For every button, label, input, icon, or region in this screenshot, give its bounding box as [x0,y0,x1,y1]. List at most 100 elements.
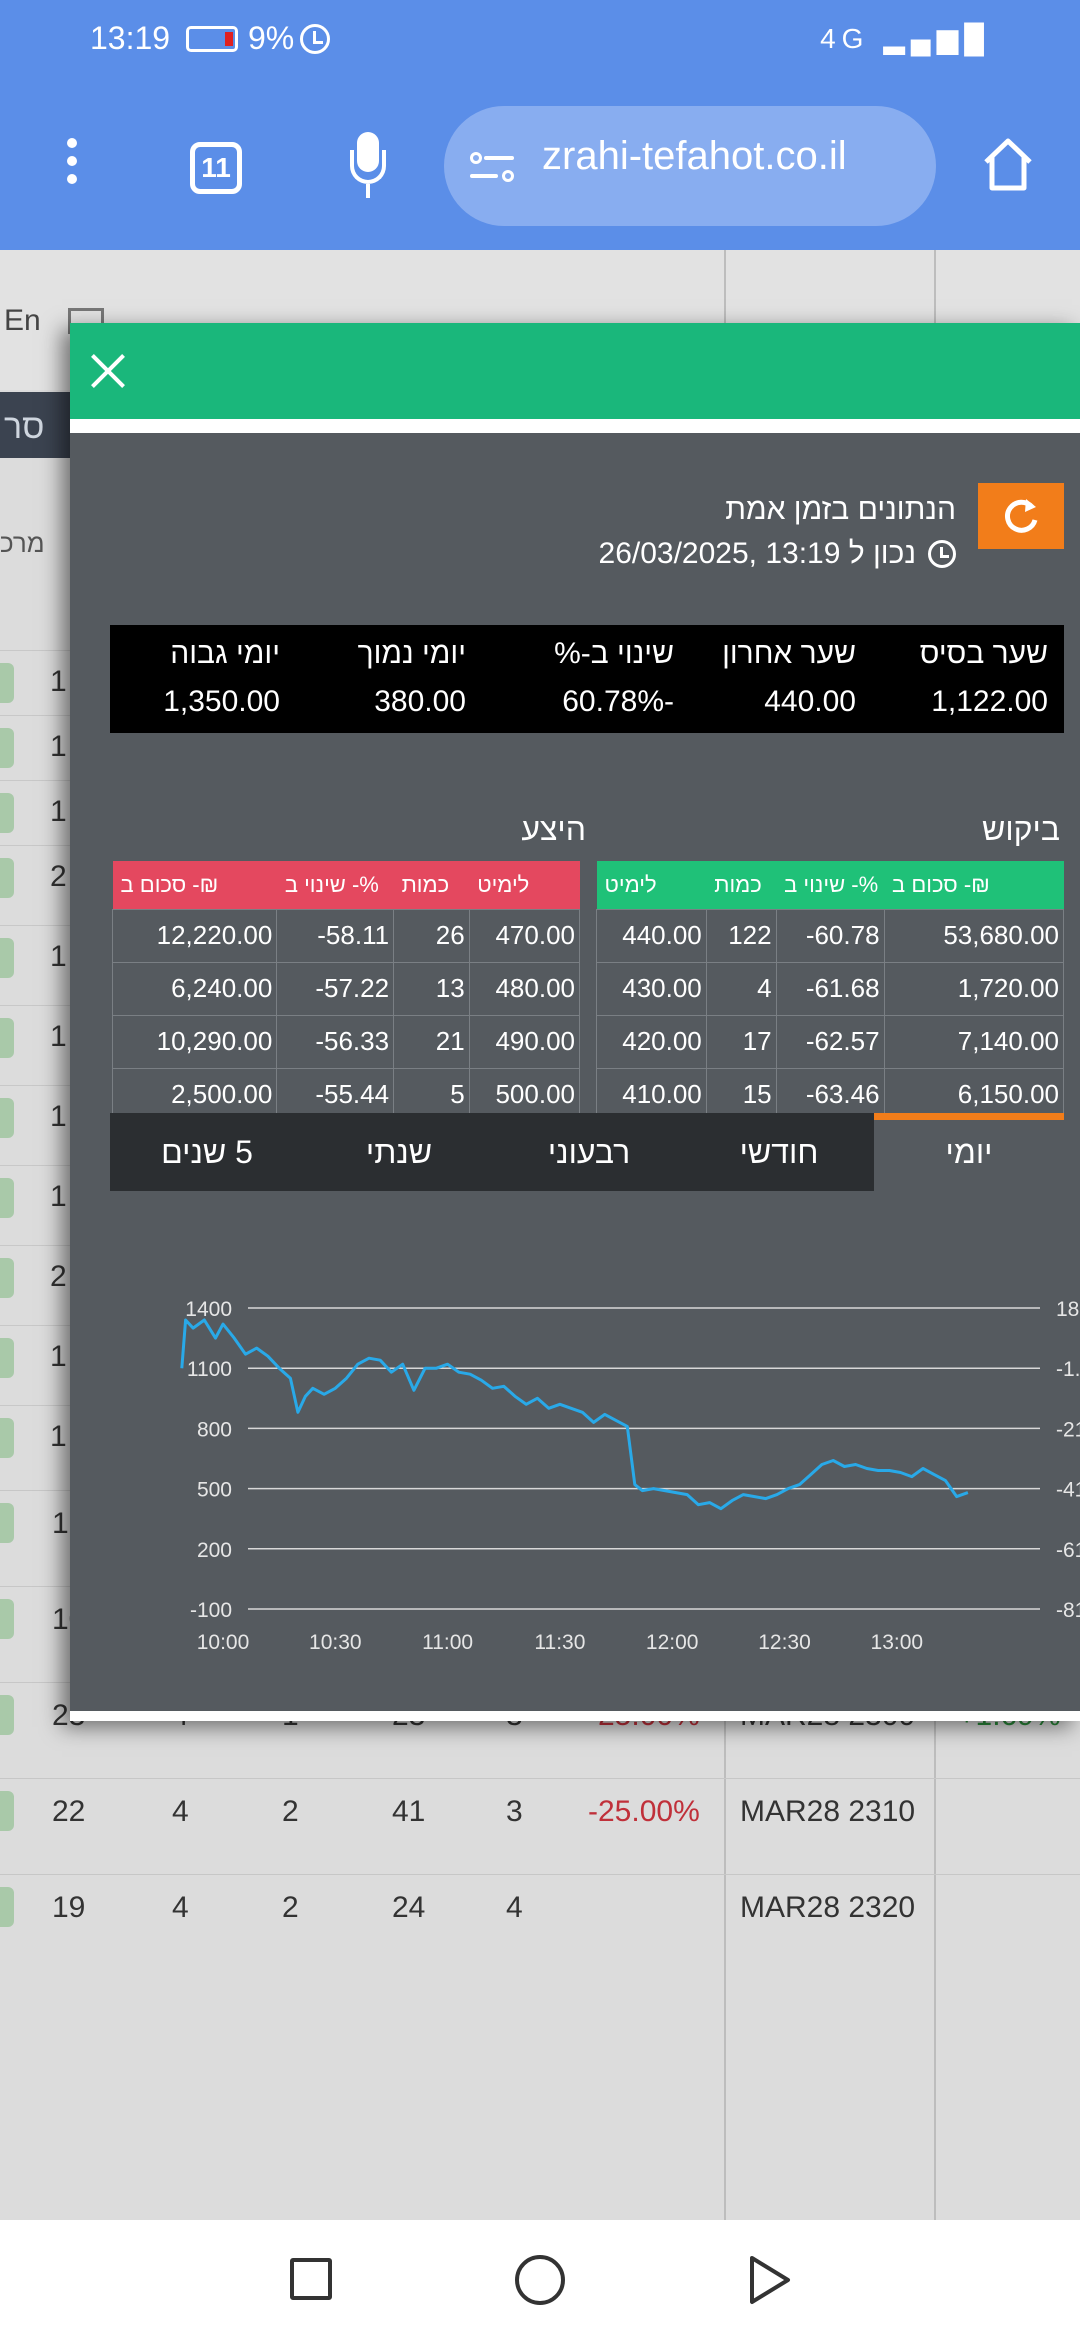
home-icon[interactable] [982,136,1034,192]
url-text[interactable]: zrahi-tefahot.co.il [542,134,847,178]
summary-base-price: שער בסיס 1,122.00 [868,625,1048,733]
recents-button[interactable] [290,2258,332,2300]
x-tick-label: 12:00 [646,1631,699,1654]
cell: 3 [506,1795,523,1828]
y-tick-label: 500 [197,1479,232,1502]
change-cell: -25.00% [588,1795,700,1828]
x-tick-label: 11:30 [534,1631,585,1654]
row-indicator [0,1418,14,1458]
microphone-icon[interactable] [350,132,386,202]
signal-icon: ▂▄▆█ [883,23,990,54]
tab-quarterly[interactable]: רבעוני [547,1134,631,1170]
row-number: 1 [50,940,67,973]
back-button[interactable] [746,2254,794,2306]
summary-value: 440.00 [764,685,856,718]
site-settings-icon[interactable] [470,150,514,184]
ask-limit: 500.00 [468,1067,581,1122]
y-right-tick-label: -21.96% [1056,1418,1080,1441]
row-number: 1 [50,1100,67,1133]
table-row[interactable]: 19 4 2 24 4 MAR28 2320 [0,1874,1080,1938]
bid-limit: 430.00 [596,961,707,1016]
browser-toolbar: 11 zrahi-tefahot.co.il [0,80,1080,250]
tab-monthly[interactable]: חודשי [739,1134,819,1170]
close-icon[interactable] [90,353,126,389]
row-indicator [0,1258,14,1298]
clock-icon [928,540,956,568]
refresh-button[interactable] [978,483,1064,549]
summary-label: יומי גבוה [170,637,280,670]
cell: 22 [52,1795,86,1828]
ask-amount: 10,290.00 [111,1014,278,1069]
table-row[interactable]: 22 4 2 41 3 -25.00% MAR28 2310 [0,1778,1080,1842]
ask-quantity: 21 [393,1014,470,1069]
ask-amount: 2,500.00 [111,1067,278,1122]
bid-row[interactable]: 410.00 15 -63.46 6,150.00 [596,1067,1065,1122]
summary-value: 1,350.00 [163,685,280,718]
modal-header [70,323,1080,419]
summary-value: -60.78% [562,685,674,718]
row-indicator [0,1098,14,1138]
ask-quantity: 13 [393,961,470,1016]
ask-limit: 480.00 [468,961,581,1016]
summary-value: 380.00 [374,685,466,718]
row-indicator [0,728,14,768]
background-filter[interactable]: מרכ [0,528,45,558]
summary-daily-low: יומי נמוך 380.00 [286,625,466,733]
row-indicator [0,938,14,978]
bid-change: -60.78 [775,908,885,963]
bids-header: לימיט [596,861,707,909]
symbol-cell[interactable]: MAR28 2310 [740,1795,916,1828]
row-indicator [0,1178,14,1218]
summary-label: שער בסיס [919,637,1048,670]
cell: 19 [52,1891,86,1924]
asks-header: כמות [393,861,470,909]
security-details-modal: הנתונים בזמן אמת נכון ל 13:19 ,26/03/202… [70,323,1080,1721]
tab-switcher-button[interactable]: 11 [190,142,242,194]
bid-row[interactable]: 430.00 4 -61.68 1,720.00 [596,961,1065,1016]
tab-daily[interactable]: יומי [874,1113,1064,1191]
battery-percent: 9% [248,20,295,56]
x-tick-label: 13:00 [871,1631,924,1654]
summary-value: 1,122.00 [931,685,1048,718]
bid-change: -62.57 [775,1014,885,1069]
bid-quantity: 15 [705,1067,777,1122]
bid-quantity: 4 [705,961,777,1016]
ask-row[interactable]: 10,290.00 -56.33 21 490.00 [111,1014,581,1069]
bid-row[interactable]: 420.00 17 -62.57 7,140.00 [596,1014,1065,1069]
alarm-icon [300,24,330,54]
asks-header: שינוי ב -% [276,861,394,909]
bids-title: ביקוש [982,811,1060,847]
symbol-cell[interactable]: MAR28 2320 [740,1891,916,1924]
ask-row[interactable]: 12,220.00 -58.11 26 470.00 [111,908,581,963]
language-toggle[interactable]: En [4,304,41,337]
row-number: 1 [50,1180,67,1213]
timestamp: נכון ל 13:19 ,26/03/2025 [598,537,916,570]
tab-5-years[interactable]: 5 שנים [161,1134,253,1170]
asks-header: סכום ב -₪ [112,861,277,909]
x-tick-label: 10:00 [197,1631,250,1654]
address-bar[interactable]: zrahi-tefahot.co.il [444,106,936,226]
row-indicator [0,793,14,833]
tab-yearly[interactable]: שנתי [365,1134,433,1170]
realtime-label: הנתונים בזמן אמת [725,493,956,526]
y-right-tick-label: 18.04% [1056,1298,1080,1321]
y-tick-label: 1100 [187,1358,232,1381]
summary-label: שינוי ב-% [554,637,674,670]
row-number: 1 [50,665,67,698]
background-tab[interactable]: סר [0,392,70,458]
home-button[interactable] [515,2255,565,2305]
summary-last-price: שער אחרון 440.00 [676,625,856,733]
ask-row[interactable]: 6,240.00 -57.22 13 480.00 [111,961,581,1016]
row-indicator [0,1599,14,1639]
row-number: 1 [50,1020,67,1053]
bid-amount: 6,150.00 [883,1067,1065,1122]
y-tick-label: 1400 [185,1298,232,1321]
row-indicator [0,1503,14,1543]
bid-amount: 53,680.00 [883,908,1065,963]
browser-menu-icon[interactable] [62,138,82,194]
bid-limit: 440.00 [596,908,707,963]
status-time: 13:19 [90,20,171,56]
summary-daily-high: יומי גבוה 1,350.00 [100,625,280,733]
bid-row[interactable]: 440.00 122 -60.78 53,680.00 [596,908,1065,963]
modal-body: הנתונים בזמן אמת נכון ל 13:19 ,26/03/202… [70,433,1080,1711]
